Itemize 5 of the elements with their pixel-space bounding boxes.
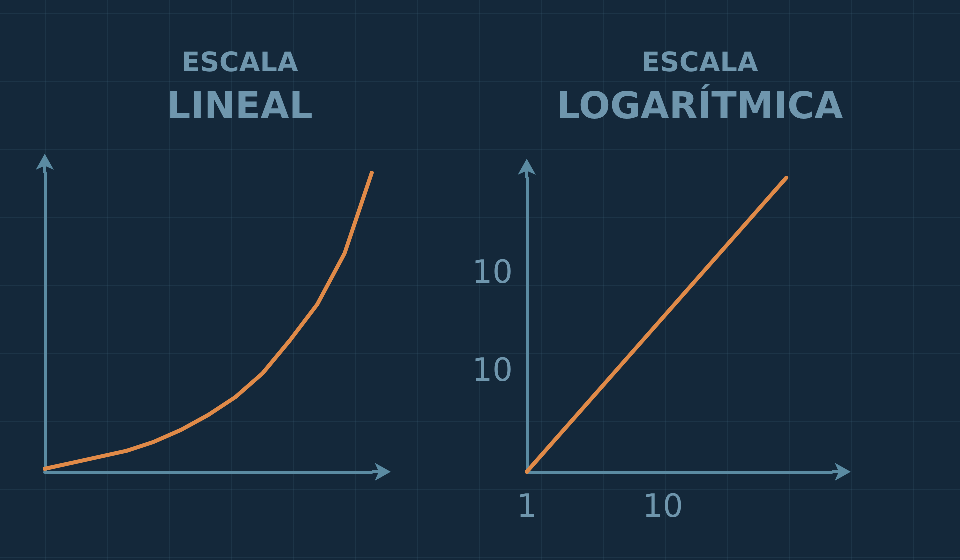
text: 10 bbox=[472, 351, 513, 389]
text: 10 bbox=[472, 253, 513, 291]
x-tick-label: 1 bbox=[516, 487, 538, 525]
chart-title: ESCALA LOGARÍTMICA bbox=[556, 48, 844, 128]
chart-title: ESCALA LINEAL bbox=[167, 48, 313, 128]
